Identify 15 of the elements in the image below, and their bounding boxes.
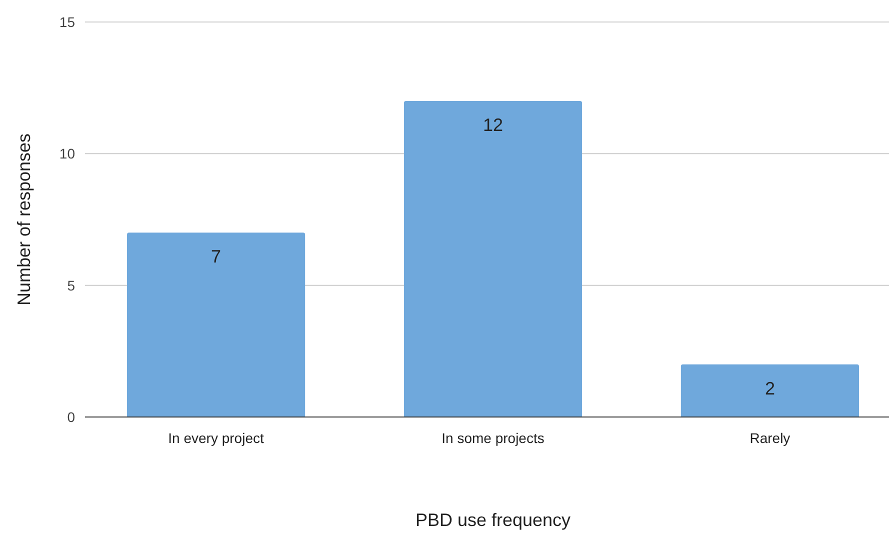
x-tick-label: In some projects <box>442 430 544 446</box>
x-axis-title: PBD use frequency <box>415 510 571 530</box>
data-label: 12 <box>482 115 504 135</box>
data-label: 2 <box>764 378 775 398</box>
bar <box>680 364 859 417</box>
y-tick-label: 0 <box>67 409 76 425</box>
bar <box>127 232 306 417</box>
y-tick-label: 5 <box>67 277 76 294</box>
bar <box>404 101 582 417</box>
y-tick-label: 15 <box>59 14 76 30</box>
data-label: 7 <box>211 246 222 267</box>
y-axis-title: Number of responses <box>14 133 34 306</box>
y-tick-label: 10 <box>59 146 76 162</box>
x-tick-label: In every project <box>168 430 264 446</box>
x-tick-label: Rarely <box>750 430 790 446</box>
